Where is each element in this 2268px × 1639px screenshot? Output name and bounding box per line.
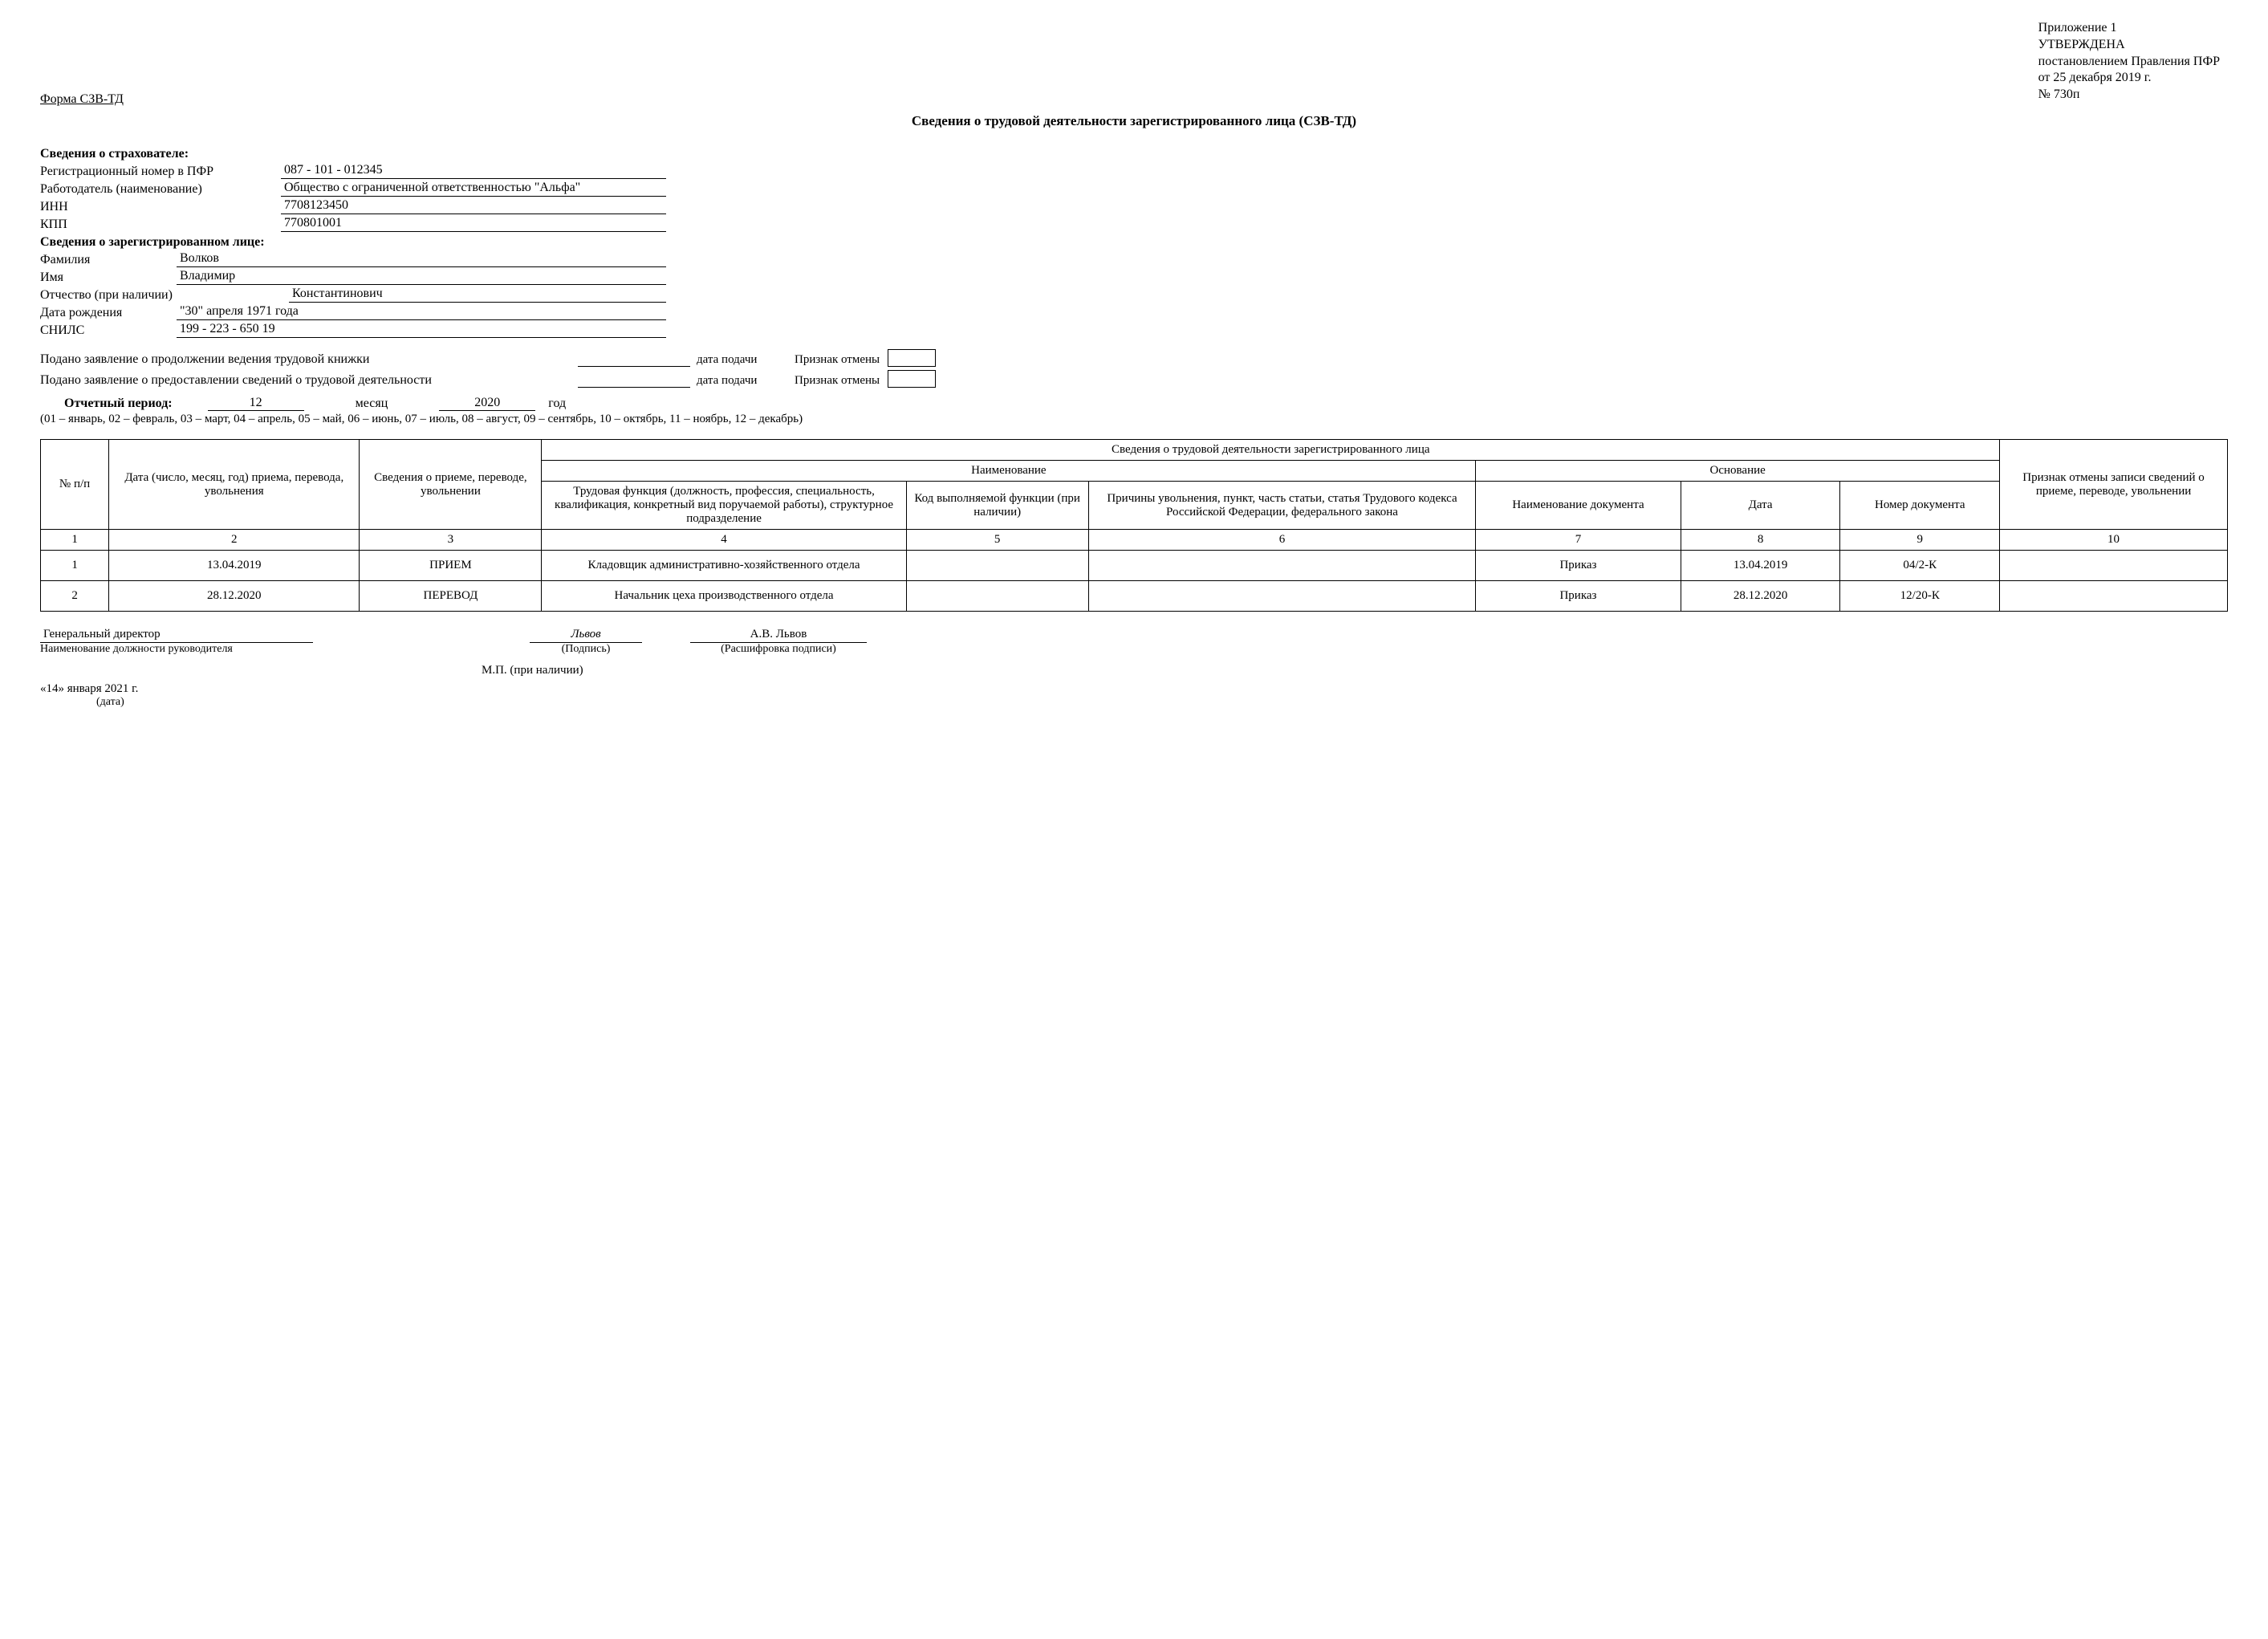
reg-label: Регистрационный номер в ПФР: [40, 165, 281, 179]
th-1: № п/п: [41, 440, 109, 530]
table-cell: 12/20-К: [1840, 581, 2000, 612]
period-month-val: 12: [208, 396, 304, 411]
main-title: Сведения о трудовой деятельности зарегис…: [40, 113, 2228, 129]
th-9: Номер документа: [1840, 482, 2000, 530]
th-4: Трудовая функция (должность, профессия, …: [542, 482, 906, 530]
table-row: 113.04.2019ПРИЕМКладовщик административн…: [41, 551, 2228, 581]
snils-label: СНИЛС: [40, 323, 177, 338]
first-value: Владимир: [177, 269, 666, 285]
form-code: Форма СЗВ-ТД: [40, 92, 2228, 107]
approval-block: Приложение 1 УТВЕРЖДЕНА постановлением П…: [2038, 20, 2220, 104]
last-value: Волков: [177, 251, 666, 267]
tn-2: 2: [109, 530, 360, 551]
th-8: Дата: [1681, 482, 1840, 530]
tn-7: 7: [1476, 530, 1681, 551]
period-month-word: месяц: [356, 397, 388, 411]
table-cell: Кладовщик административно-хозяйственного…: [542, 551, 906, 581]
inn-value: 7708123450: [281, 198, 666, 214]
table-cell: Приказ: [1476, 551, 1681, 581]
stmt2-flag-box: [888, 370, 936, 388]
stmt1-date-label: дата подачи: [697, 353, 785, 367]
sign-pos-val: Генеральный директор: [40, 628, 313, 643]
mid-value: Константинович: [289, 287, 666, 303]
table-cell: [906, 551, 1088, 581]
th-2: Дата (число, месяц, год) приема, перевод…: [109, 440, 360, 530]
th-basis: Основание: [1476, 461, 2000, 482]
table-cell: [2000, 581, 2228, 612]
approval-l2: УТВЕРЖДЕНА: [2038, 37, 2220, 54]
th-top: Сведения о трудовой деятельности зарегис…: [542, 440, 2000, 461]
stmt1-flag-box: [888, 349, 936, 367]
table-cell: Начальник цеха производственного отдела: [542, 581, 906, 612]
sign-date-cap: (дата): [96, 696, 2228, 709]
kpp-value: 770801001: [281, 216, 666, 232]
sign-sig-cap: (Подпись): [562, 643, 611, 656]
statement-2: Подано заявление о предоставлении сведен…: [40, 373, 554, 388]
table-cell: 28.12.2020: [1681, 581, 1840, 612]
inn-label: ИНН: [40, 200, 281, 214]
dob-value: "30" апреля 1971 года: [177, 304, 666, 320]
th-3: Сведения о приеме, переводе, увольнении: [360, 440, 542, 530]
approval-l3: постановлением Правления ПФР: [2038, 54, 2220, 71]
table-cell: ПЕРЕВОД: [360, 581, 542, 612]
insurer-header: Сведения о страхователе:: [40, 147, 2228, 161]
table-cell: [906, 581, 1088, 612]
table-cell: [1088, 551, 1476, 581]
months-legend: (01 – январь, 02 – февраль, 03 – март, 0…: [40, 413, 2228, 426]
tn-5: 5: [906, 530, 1088, 551]
emp-value: Общество с ограниченной ответственностью…: [281, 181, 666, 197]
table-cell: 13.04.2019: [1681, 551, 1840, 581]
table-cell: ПРИЕМ: [360, 551, 542, 581]
approval-l1: Приложение 1: [2038, 20, 2220, 37]
stmt2-flag-label: Признак отмены: [795, 374, 880, 388]
last-label: Фамилия: [40, 253, 177, 267]
dob-label: Дата рождения: [40, 306, 177, 320]
tn-8: 8: [1681, 530, 1840, 551]
stmt1-flag-label: Признак отмены: [795, 353, 880, 367]
tn-9: 9: [1840, 530, 2000, 551]
mp-label: М.П. (при наличии): [482, 664, 2228, 677]
th-6: Причины увольнения, пункт, часть статьи,…: [1088, 482, 1476, 530]
approval-l4: от 25 декабря 2019 г.: [2038, 70, 2220, 87]
sign-name-val: А.В. Львов: [690, 628, 867, 643]
sign-pos-cap: Наименование должности руководителя: [40, 643, 233, 656]
period-label: Отчетный период:: [64, 397, 173, 411]
tn-10: 10: [2000, 530, 2228, 551]
period-year-word: год: [548, 397, 566, 411]
main-table: № п/п Дата (число, месяц, год) приема, п…: [40, 439, 2228, 612]
table-cell: 1: [41, 551, 109, 581]
reg-value: 087 - 101 - 012345: [281, 163, 666, 179]
approval-l5: № 730п: [2038, 87, 2220, 104]
table-cell: 2: [41, 581, 109, 612]
sign-name-cap: (Расшифровка подписи): [721, 643, 836, 656]
snils-value: 199 - 223 - 650 19: [177, 322, 666, 338]
table-cell: 13.04.2019: [109, 551, 360, 581]
statement-1: Подано заявление о продолжении ведения т…: [40, 352, 554, 367]
th-5: Код выполняемой функции (при наличии): [906, 482, 1088, 530]
period-year-val: 2020: [439, 396, 535, 411]
person-header: Сведения о зарегистрированном лице:: [40, 235, 2228, 250]
stmt2-date-label: дата подачи: [697, 374, 785, 388]
sign-date-val: «14» января 2021 г.: [40, 682, 2228, 696]
table-cell: 04/2-К: [1840, 551, 2000, 581]
table-cell: Приказ: [1476, 581, 1681, 612]
table-cell: 28.12.2020: [109, 581, 360, 612]
kpp-label: КПП: [40, 218, 281, 232]
th-name: Наименование: [542, 461, 1476, 482]
th-10: Признак отмены записи сведений о приеме,…: [2000, 440, 2228, 530]
tn-4: 4: [542, 530, 906, 551]
mid-label: Отчество (при наличии): [40, 288, 289, 303]
stmt1-date-slot: [578, 352, 690, 367]
tn-6: 6: [1088, 530, 1476, 551]
tn-3: 3: [360, 530, 542, 551]
emp-label: Работодатель (наименование): [40, 182, 281, 197]
th-7: Наименование документа: [1476, 482, 1681, 530]
table-row: 228.12.2020ПЕРЕВОДНачальник цеха произво…: [41, 581, 2228, 612]
table-cell: [1088, 581, 1476, 612]
stmt2-date-slot: [578, 373, 690, 388]
tn-1: 1: [41, 530, 109, 551]
table-cell: [2000, 551, 2228, 581]
first-label: Имя: [40, 270, 177, 285]
sign-sig-val: Львов: [530, 628, 642, 643]
